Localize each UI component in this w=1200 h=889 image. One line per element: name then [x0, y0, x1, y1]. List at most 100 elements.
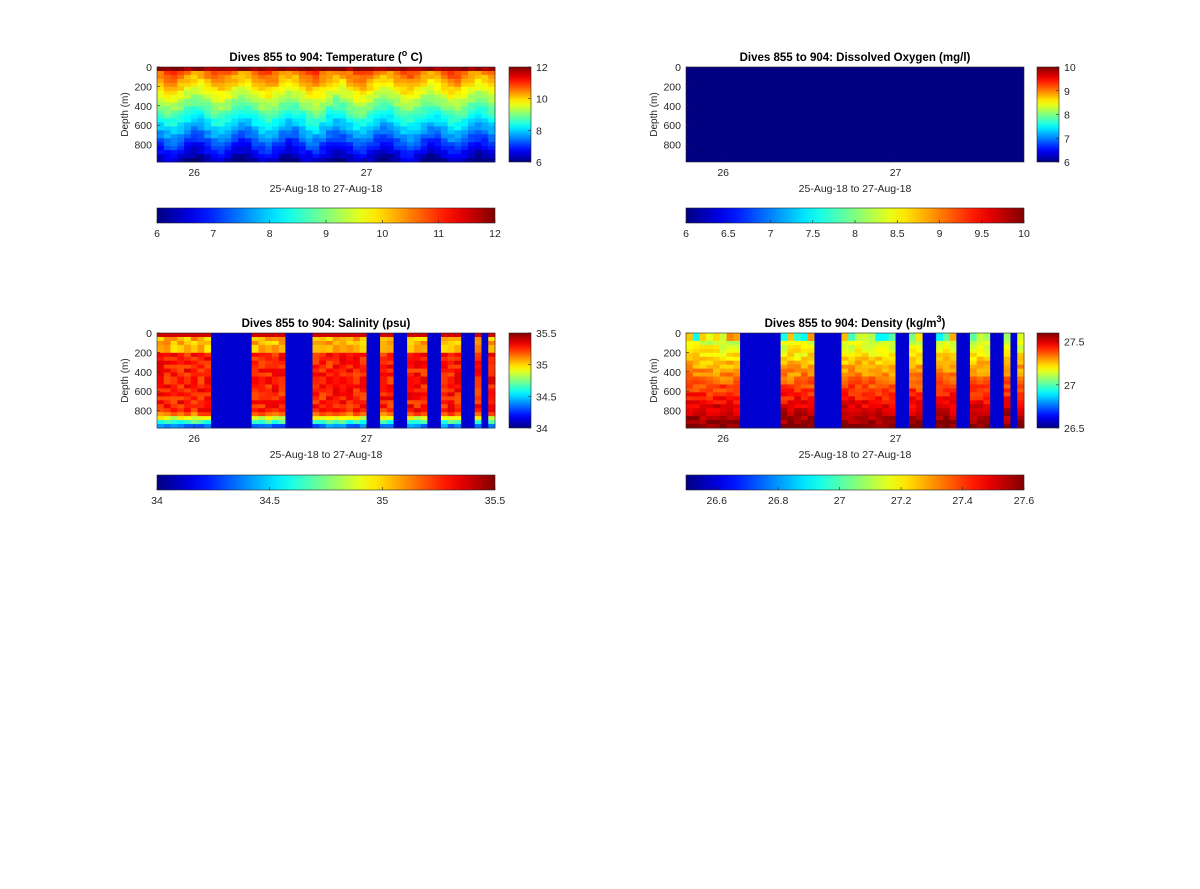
- heatmap-cell: [454, 340, 462, 346]
- heatmap-cell: [326, 102, 334, 107]
- title-text: Dives 855 to 904: Salinity (psu): [242, 318, 411, 330]
- heatmap-cell: [726, 392, 734, 397]
- heatmap-cell: [794, 368, 802, 373]
- heatmap-cell: [780, 340, 788, 346]
- heatmap-cell: [454, 396, 462, 401]
- heatmap-cell: [292, 396, 300, 401]
- heatmap-cell: [413, 146, 422, 151]
- heatmap-cell: [713, 333, 721, 338]
- heatmap-cell: [773, 344, 782, 350]
- heatmap-cell: [895, 372, 903, 377]
- heatmap-cell: [238, 356, 246, 362]
- heatmap-cell: [326, 384, 334, 389]
- heatmap-cell: [332, 336, 340, 342]
- heatmap-cell: [359, 408, 367, 413]
- heatmap-cell: [224, 364, 232, 370]
- heatmap-cell: [326, 150, 334, 155]
- heatmap-cell: [420, 392, 428, 397]
- heatmap-cell: [780, 424, 788, 429]
- heatmap-cell: [298, 416, 307, 421]
- heatmap-cell: [373, 142, 381, 147]
- heatmap-cell: [332, 154, 340, 159]
- heatmap-cell: [346, 333, 354, 338]
- heatmap-cell: [285, 340, 293, 346]
- heatmap-cell: [292, 158, 300, 163]
- plot-frame: [685, 66, 1025, 163]
- heatmap-cell: [861, 408, 869, 413]
- heatmap-cell: [224, 134, 232, 139]
- heatmap-cell: [312, 94, 320, 100]
- heatmap-cell: [474, 392, 482, 397]
- colorbar-tick-label: 6: [1064, 157, 1070, 169]
- heatmap-cell: [163, 118, 171, 123]
- heatmap-cell: [271, 388, 280, 393]
- heatmap-cell: [305, 86, 313, 92]
- heatmap-cell: [440, 150, 449, 155]
- heatmap-cell: [305, 424, 313, 429]
- heatmap-cell: [447, 384, 455, 389]
- heatmap-cell: [177, 408, 185, 413]
- heatmap-cell: [420, 114, 428, 119]
- heatmap-cell: [380, 114, 388, 119]
- heatmap-cell: [800, 356, 809, 362]
- heatmap-cell: [251, 134, 259, 139]
- heatmap-cell: [278, 333, 286, 338]
- heatmap-cell: [400, 348, 408, 354]
- heatmap-cell: [319, 154, 327, 159]
- heatmap-cell: [488, 348, 496, 354]
- heatmap-cell: [204, 130, 212, 135]
- heatmap-cell: [359, 102, 367, 107]
- heatmap-cell: [861, 416, 869, 421]
- heatmap-cell: [434, 138, 442, 143]
- heatmap-cell: [753, 340, 761, 346]
- heatmap-cell: [413, 126, 422, 131]
- heatmap-cell: [787, 333, 795, 338]
- heatmap-cell: [400, 106, 408, 111]
- heatmap-cell: [767, 384, 775, 389]
- heatmap-cell: [400, 420, 408, 425]
- heatmap-cell: [461, 146, 469, 151]
- heatmap-cell: [976, 420, 984, 425]
- heatmap-cell: [190, 336, 198, 342]
- heatmap-cell: [841, 344, 849, 350]
- heatmap-cell: [238, 146, 246, 151]
- heatmap-cell: [265, 336, 273, 342]
- heatmap-cell: [780, 416, 788, 421]
- heatmap-cell: [936, 420, 944, 425]
- heatmap-cell: [929, 388, 937, 393]
- heatmap-cell: [726, 420, 734, 425]
- heatmap-cell: [861, 380, 869, 385]
- heatmap-cell: [292, 114, 300, 119]
- heatmap-cell: [393, 360, 401, 366]
- heatmap-cell: [319, 122, 327, 127]
- heatmap-cell: [440, 416, 449, 421]
- heatmap-cell: [177, 134, 185, 139]
- heatmap-cell: [794, 420, 802, 425]
- heatmap-cell: [780, 396, 788, 401]
- heatmap-cell: [821, 333, 829, 338]
- heatmap-cell: [875, 372, 883, 377]
- heatmap-cell: [841, 364, 849, 370]
- heatmap-cell: [821, 420, 829, 425]
- heatmap-cell: [882, 376, 890, 381]
- heatmap-cell: [204, 158, 212, 163]
- heatmap-cell: [163, 420, 171, 425]
- heatmap-cell: [434, 122, 442, 127]
- heatmap-cell: [427, 82, 435, 88]
- heatmap-cell: [400, 412, 408, 417]
- heatmap-cell: [258, 368, 266, 373]
- heatmap-cell: [224, 376, 232, 381]
- heatmap-cell: [922, 364, 930, 370]
- heatmap-cell: [238, 142, 246, 147]
- heatmap-cell: [767, 400, 775, 405]
- heatmap-cell: [238, 372, 246, 377]
- heatmap-cell: [794, 392, 802, 397]
- heatmap-cell: [686, 396, 694, 401]
- heatmap-cell: [814, 388, 822, 393]
- heatmap-cell: [481, 333, 489, 338]
- heatmap-cell: [326, 158, 334, 163]
- heatmap-cell: [400, 404, 408, 409]
- heatmap-cell: [794, 344, 802, 350]
- heatmap-cell: [454, 122, 462, 127]
- heatmap-cell: [190, 412, 198, 417]
